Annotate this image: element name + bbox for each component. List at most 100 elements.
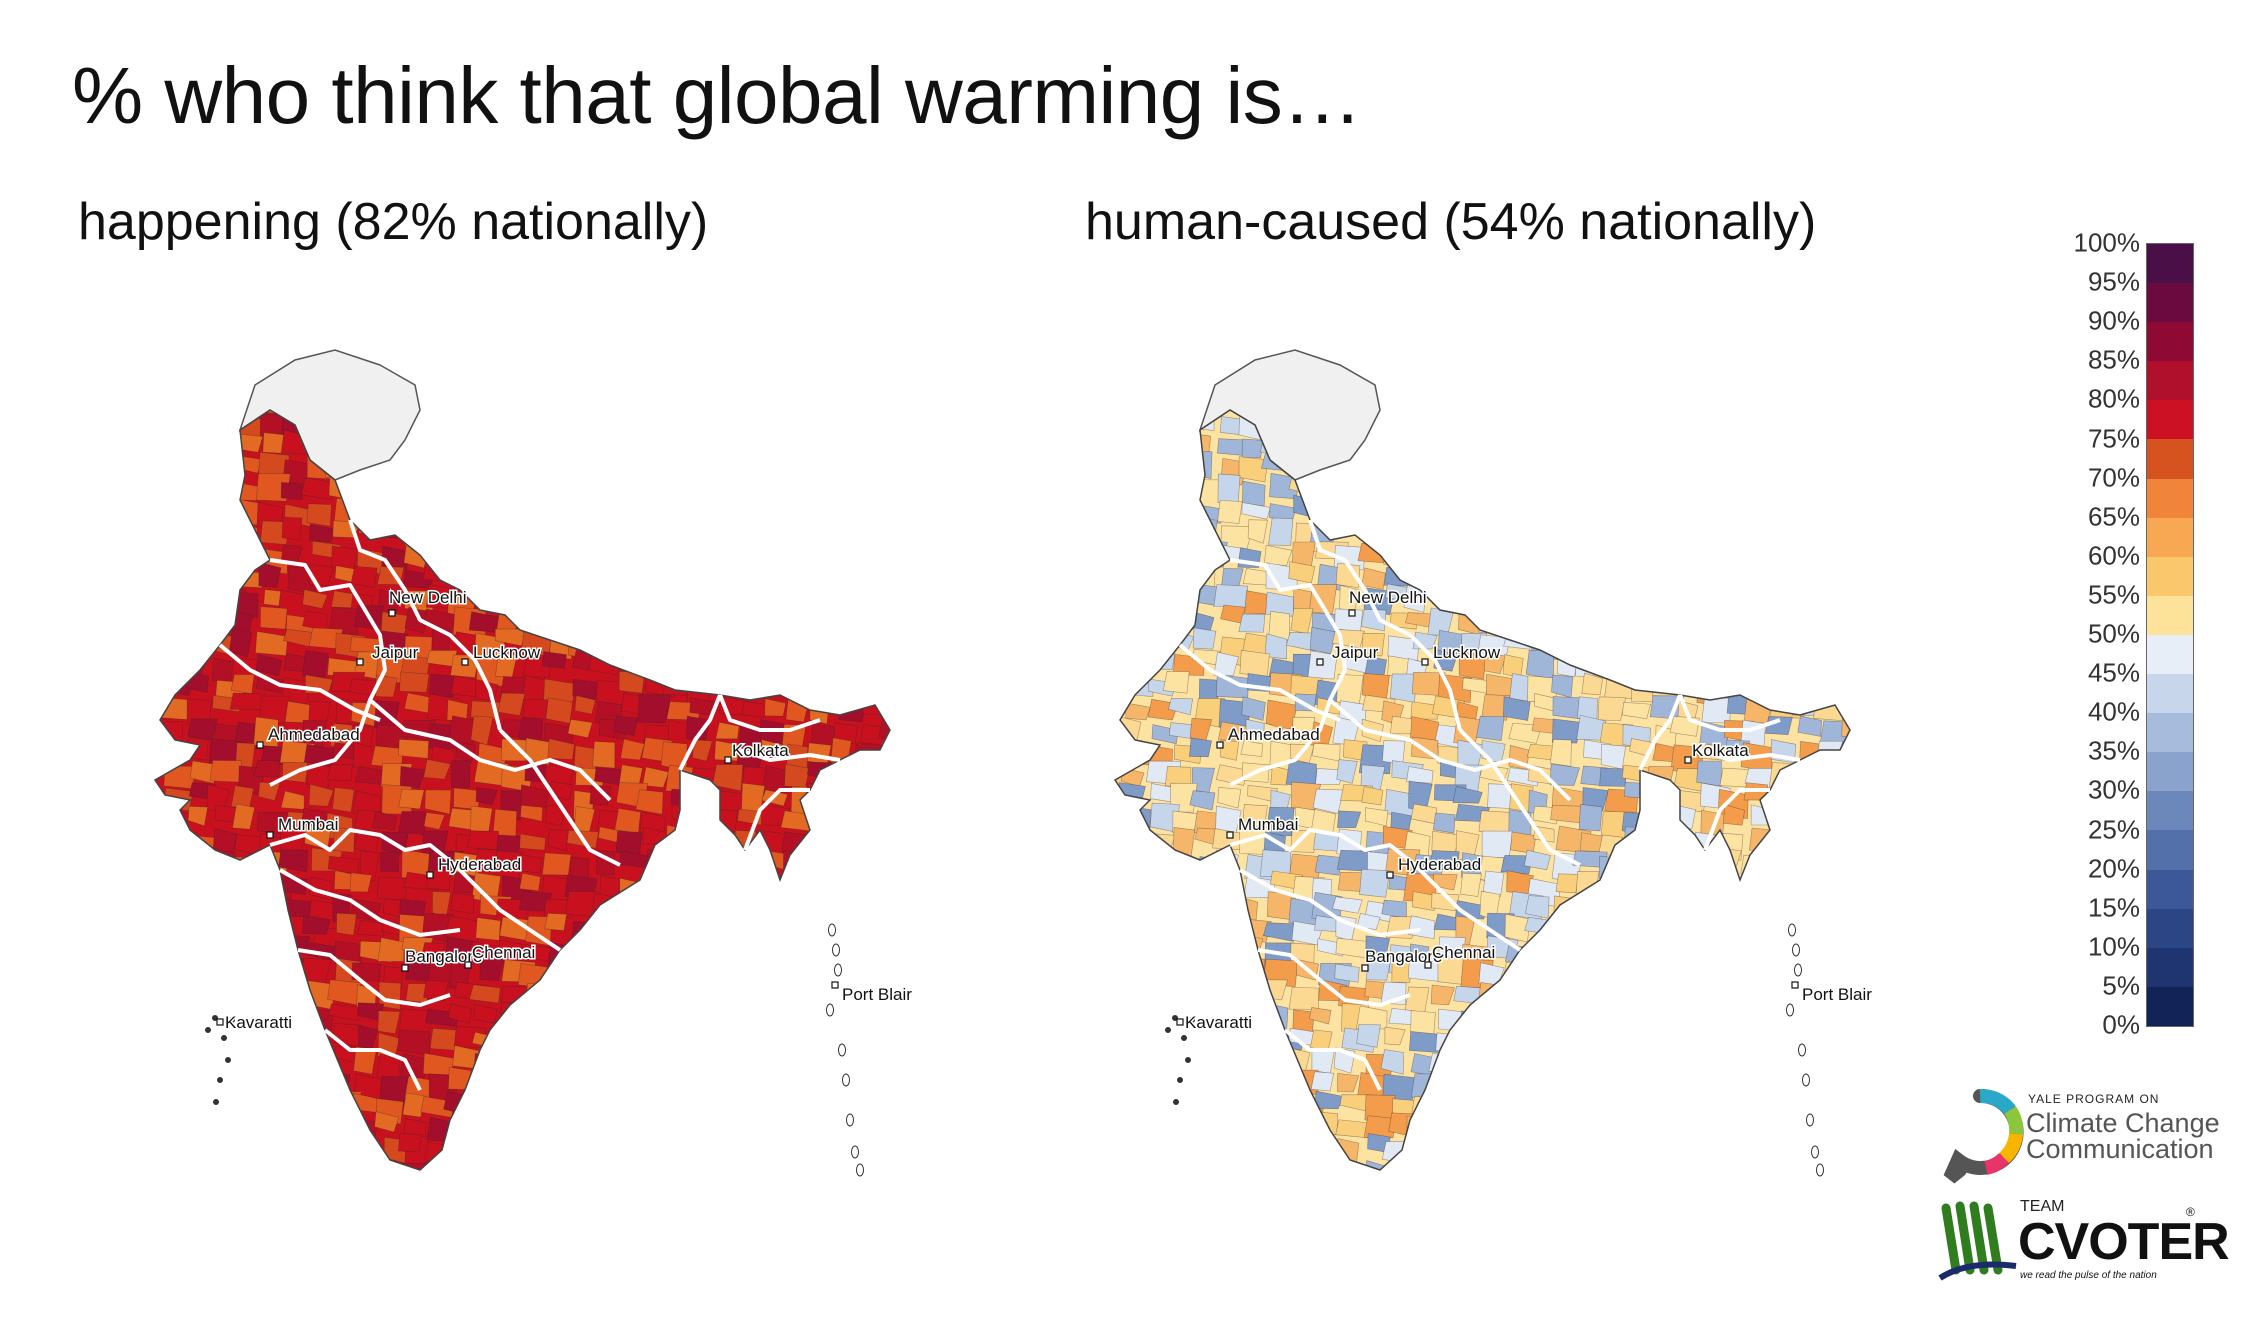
district-cell: [665, 410, 694, 421]
district-cell: [805, 1022, 838, 1044]
state-border: [368, 698, 612, 802]
district-cell: [1500, 855, 1534, 875]
district-cell: [1507, 1116, 1534, 1138]
district-cell: [1335, 937, 1368, 959]
district-cell: [1770, 635, 1800, 654]
yale-name-line2: Communication: [2026, 1134, 2214, 1164]
district-cell: [1667, 1095, 1695, 1113]
district-cell: [492, 473, 526, 501]
district-cell: [570, 436, 598, 454]
district-cell: [546, 474, 566, 504]
district-cell: [372, 810, 397, 830]
district-cell: [1648, 811, 1670, 842]
island-shape: [1786, 1003, 1794, 1017]
district-cell: [886, 694, 890, 722]
district-cell: [228, 1089, 255, 1109]
district-cell: [402, 1092, 427, 1118]
district-cell: [806, 956, 827, 975]
district-cell: [1410, 701, 1441, 720]
district-cell: [1122, 1092, 1144, 1114]
district-cell: [567, 1119, 600, 1150]
district-cell: [1725, 613, 1750, 635]
district-cell: [641, 544, 662, 567]
district-cell: [1671, 410, 1698, 430]
district-cell: [1678, 389, 1708, 408]
island-territories: [1165, 923, 1824, 1177]
district-cell: [466, 460, 496, 482]
district-cell: [1871, 631, 1903, 648]
island-shape: [213, 1099, 219, 1105]
district-cell: [1412, 456, 1445, 486]
district-cell: [1195, 1118, 1227, 1141]
city-label: Jaipur: [1332, 643, 1379, 662]
district-cell: [591, 1164, 615, 1170]
district-cell: [858, 1002, 890, 1023]
district-cell: [1115, 605, 1130, 631]
district-cell: [1646, 765, 1675, 792]
district-cell: [1499, 1069, 1522, 1090]
district-cell: [1813, 893, 1846, 921]
state-border: [678, 694, 722, 771]
district-cell: [1168, 1095, 1201, 1114]
district-cell: [1815, 825, 1847, 853]
district-cell: [236, 957, 269, 982]
district-cell: [1572, 915, 1605, 940]
district-cell: [1436, 457, 1467, 488]
district-cell: [1668, 1003, 1696, 1027]
district-cell: [1462, 1051, 1494, 1075]
district-cell: [665, 481, 695, 504]
district-cell: [614, 937, 644, 964]
district-cell: [1619, 1160, 1646, 1170]
city-label: New Delhi: [389, 588, 466, 607]
district-cell: [502, 499, 537, 529]
district-cell: [1531, 963, 1554, 992]
district-cell: [763, 503, 787, 524]
district-cell: [1383, 388, 1410, 409]
district-cell: [567, 719, 593, 739]
district-cell: [1821, 868, 1845, 891]
district-cell: [1769, 1025, 1794, 1045]
district-cell: [878, 828, 890, 857]
district-cell: [1813, 766, 1841, 793]
district-cell: [1125, 410, 1152, 438]
district-cell: [830, 450, 862, 480]
district-cell: [1453, 475, 1483, 499]
district-cell: [762, 892, 792, 921]
district-cell: [1216, 1179, 1243, 1208]
district-cell: [590, 1002, 612, 1024]
district-cell: [1212, 1157, 1244, 1170]
district-cell: [1507, 1162, 1539, 1170]
city-marker: [1684, 756, 1692, 764]
district-cell: [1428, 1052, 1458, 1075]
district-cell: [183, 541, 214, 560]
district-cell: [617, 504, 648, 527]
district-cell: [1148, 1137, 1179, 1166]
district-cell: [1455, 565, 1479, 583]
district-cell: [1789, 520, 1814, 549]
district-cell: [283, 628, 314, 647]
legend-tick-label: 20%: [2087, 853, 2140, 884]
district-cell: [670, 519, 697, 541]
district-cell: [566, 606, 595, 633]
district-cell: [835, 434, 861, 456]
district-cell: [1628, 872, 1650, 895]
district-cell: [500, 520, 534, 547]
legend-tick-label: 25%: [2087, 814, 2140, 844]
district-cell: [709, 872, 741, 894]
district-cell: [662, 672, 691, 696]
district-cell: [614, 1179, 639, 1202]
district-cell: [1630, 957, 1654, 977]
district-cell: [1771, 410, 1796, 416]
district-cell: [1767, 1091, 1799, 1112]
district-cell: [551, 966, 582, 997]
district-cell: [884, 412, 890, 442]
district-cell: [155, 1072, 163, 1095]
district-cell: [1241, 438, 1264, 459]
district-cell: [473, 1137, 498, 1158]
district-cell: [1409, 416, 1438, 435]
district-cell: [1115, 693, 1125, 716]
district-cell: [1433, 1073, 1463, 1094]
district-cell: [1648, 1134, 1671, 1165]
district-cell: [548, 504, 573, 535]
district-cell: [1406, 766, 1434, 784]
